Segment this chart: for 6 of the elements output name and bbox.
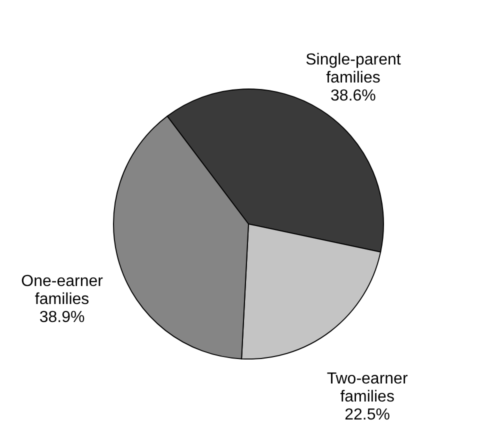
data-label: 38.6% [330,88,376,104]
data-label: 38.9% [39,309,85,326]
slice-label: One-earner families [21,273,104,308]
data-label: 22.5% [344,406,390,424]
slice-label: Single-parent families [306,52,402,86]
slice-label: Two-earner families [326,370,408,406]
